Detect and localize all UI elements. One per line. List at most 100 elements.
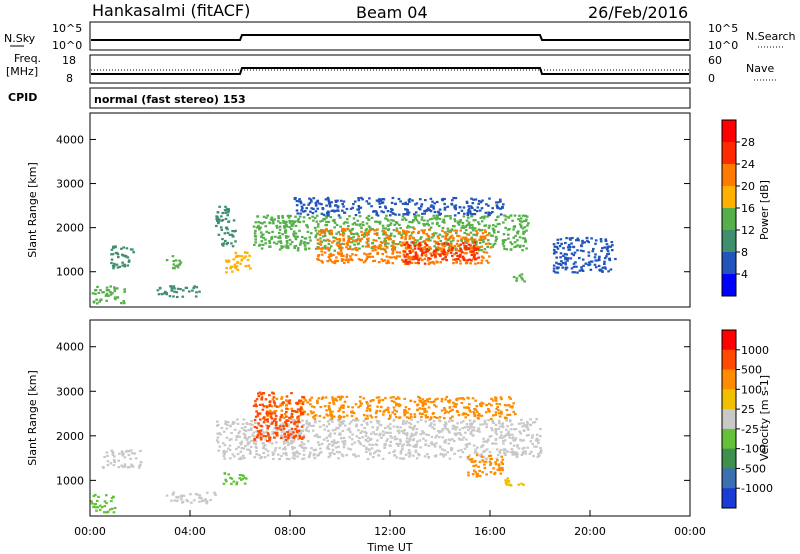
- range-cell: [220, 228, 224, 231]
- range-cell: [331, 219, 335, 222]
- range-cell: [520, 453, 524, 457]
- range-cell: [399, 200, 402, 203]
- range-cell: [505, 248, 508, 251]
- range-cell: [506, 477, 510, 480]
- range-cell: [218, 205, 221, 208]
- range-cell: [351, 433, 354, 436]
- range-cell: [287, 400, 291, 403]
- range-cell: [489, 463, 492, 466]
- range-cell: [431, 222, 434, 225]
- range-cell: [341, 429, 345, 433]
- range-cell: [552, 267, 556, 270]
- range-cell: [381, 224, 385, 227]
- range-cell: [235, 447, 238, 451]
- range-cell: [401, 202, 405, 205]
- range-cell: [295, 204, 299, 207]
- range-cell: [387, 238, 391, 241]
- range-cell: [441, 226, 445, 230]
- range-cell: [411, 454, 415, 457]
- range-cell: [489, 246, 493, 249]
- range-cell: [293, 421, 296, 424]
- range-cell: [384, 431, 388, 434]
- range-cell: [564, 268, 568, 271]
- range-cell: [605, 248, 609, 251]
- range-cell: [285, 395, 289, 398]
- range-cell: [331, 399, 335, 402]
- range-cell: [271, 398, 275, 401]
- range-cell: [271, 442, 274, 445]
- range-cell: [302, 396, 305, 399]
- range-cell: [408, 200, 411, 203]
- range-cell: [301, 402, 305, 405]
- range-cell: [373, 259, 377, 262]
- range-cell: [280, 434, 283, 437]
- range-cell: [122, 302, 126, 305]
- range-cell: [285, 244, 288, 247]
- range-cell: [262, 392, 265, 395]
- range-cell: [385, 408, 388, 411]
- range-cell: [452, 262, 455, 265]
- range-cell: [382, 198, 386, 201]
- range-cell: [308, 197, 311, 200]
- range-cell: [476, 206, 480, 209]
- range-cell: [350, 443, 354, 446]
- range-cell: [316, 454, 319, 457]
- range-cell: [255, 226, 259, 229]
- range-cell: [451, 415, 454, 418]
- range-cell: [310, 396, 314, 399]
- range-cell: [105, 451, 109, 454]
- range-cell: [413, 227, 416, 230]
- range-cell: [413, 424, 417, 427]
- range-cell: [472, 429, 476, 432]
- range-cell: [492, 224, 495, 227]
- range-cell: [92, 301, 96, 304]
- range-cell: [94, 292, 97, 295]
- range-cell: [387, 242, 390, 245]
- range-cell: [419, 198, 422, 201]
- range-cell: [161, 292, 164, 296]
- range-cell: [225, 450, 228, 453]
- range-cell: [303, 244, 307, 247]
- range-cell: [257, 395, 261, 398]
- range-cell: [395, 442, 398, 445]
- range-cell: [316, 225, 320, 228]
- y-tick-label: 2000: [56, 430, 84, 443]
- range-cell: [407, 408, 411, 411]
- range-cell: [290, 442, 293, 445]
- range-cell: [403, 217, 406, 220]
- range-cell: [454, 426, 457, 429]
- range-cell: [410, 241, 413, 244]
- range-cell: [370, 416, 374, 419]
- range-cell: [481, 235, 484, 238]
- range-cell: [265, 230, 269, 233]
- range-cell: [301, 419, 304, 422]
- range-cell: [268, 412, 271, 415]
- range-cell: [598, 258, 601, 261]
- range-cell: [272, 396, 276, 399]
- range-cell: [337, 253, 341, 256]
- range-cell: [284, 452, 288, 455]
- range-cell: [473, 208, 477, 212]
- range-cell: [298, 444, 301, 447]
- range-cell: [533, 421, 537, 424]
- range-cell: [344, 229, 347, 232]
- range-cell: [238, 474, 242, 477]
- range-cell: [464, 228, 468, 232]
- range-cell: [244, 251, 247, 254]
- range-cell: [257, 422, 260, 425]
- range-cell: [111, 451, 115, 454]
- range-cell: [329, 414, 332, 417]
- range-cell: [403, 397, 406, 400]
- range-cell: [293, 419, 297, 422]
- range-cell: [408, 437, 412, 440]
- range-cell: [138, 464, 141, 467]
- range-cell: [367, 405, 370, 408]
- range-cell: [477, 427, 480, 430]
- range-cell: [296, 249, 300, 252]
- range-cell: [539, 449, 543, 452]
- range-cell: [274, 235, 277, 238]
- range-cell: [105, 286, 109, 289]
- range-cell: [406, 209, 409, 212]
- range-cell: [357, 429, 360, 432]
- range-cell: [392, 396, 395, 399]
